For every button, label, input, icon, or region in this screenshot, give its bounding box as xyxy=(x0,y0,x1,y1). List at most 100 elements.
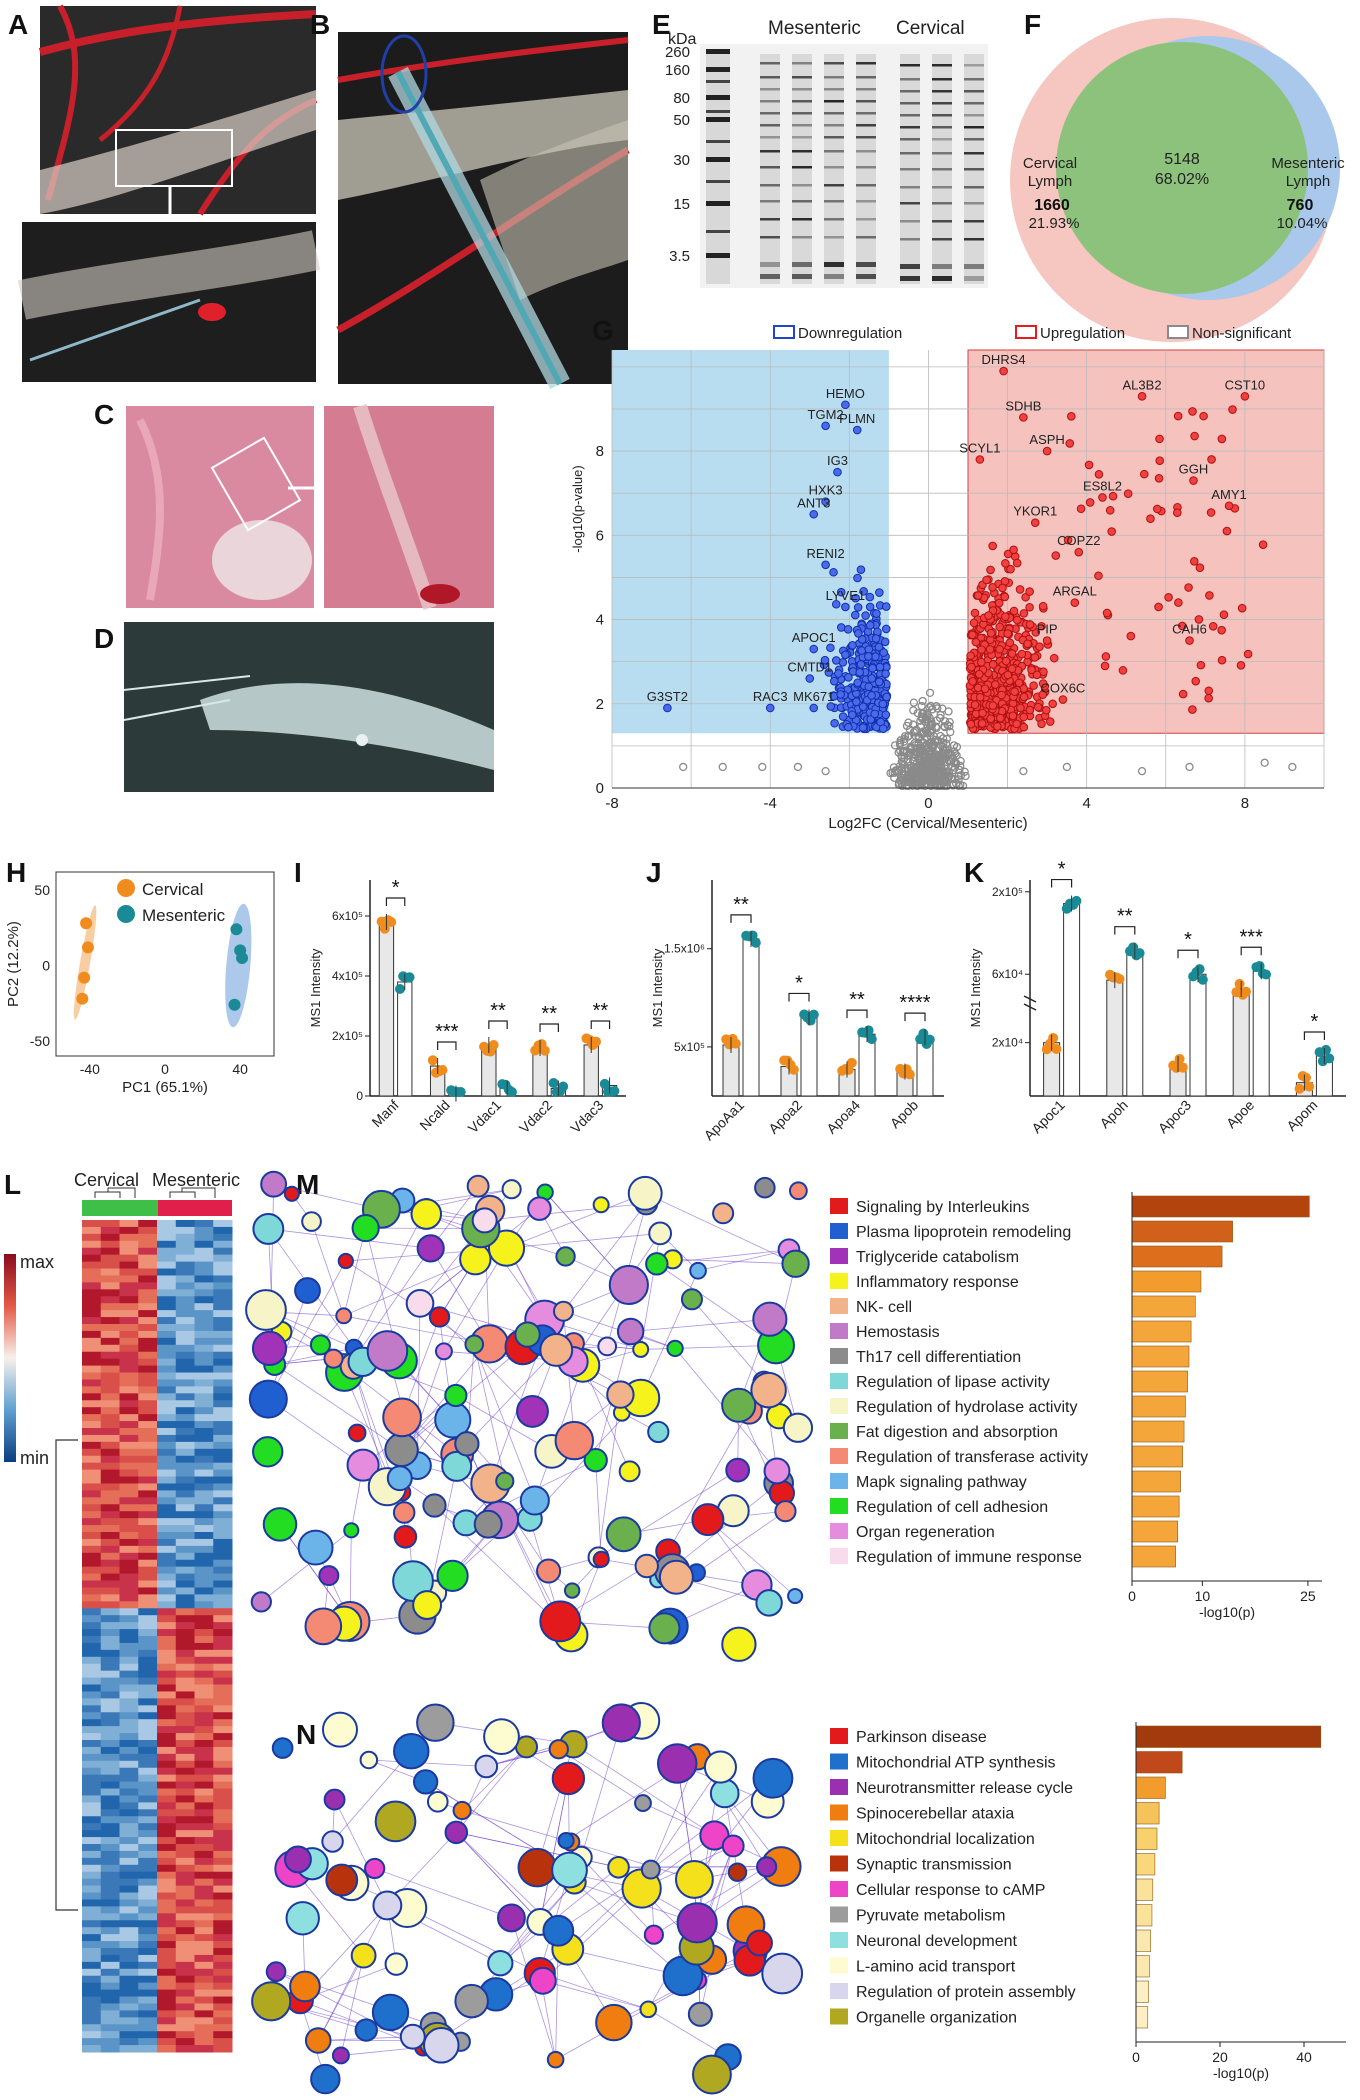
volcano-point-label: DHRS4 xyxy=(982,352,1026,367)
heatmap-cell xyxy=(82,1303,102,1311)
heatmap-cell xyxy=(175,1476,195,1484)
lymph-node-tissue xyxy=(200,683,494,770)
network-node xyxy=(423,2027,460,2064)
heatmap-cell xyxy=(157,1968,177,1977)
heatmap-cell xyxy=(100,1885,120,1894)
legend-swatch xyxy=(830,1423,848,1439)
heatmap-group-mesenteric: Mesenteric xyxy=(152,1170,240,1190)
heatmap-cell xyxy=(119,1941,139,1949)
heatmap-cell xyxy=(194,1310,214,1318)
heatmap-cell xyxy=(119,1899,139,1907)
volcano-point-down xyxy=(867,674,877,683)
network-node xyxy=(323,1348,344,1369)
volcano-point-up xyxy=(1155,456,1165,465)
heatmap-cell xyxy=(175,1941,195,1949)
heatmap-cell xyxy=(194,1712,214,1720)
heatmap-cell xyxy=(194,2010,214,2018)
significance-bracket xyxy=(385,897,406,906)
heatmap-cell xyxy=(213,1282,233,1290)
data-point xyxy=(455,1087,466,1097)
heatmap-cell xyxy=(213,2017,233,2025)
volcano-point-down xyxy=(857,646,867,655)
network-node xyxy=(727,1862,748,1882)
panel-label-g: G xyxy=(592,315,614,346)
blood-spot xyxy=(420,584,460,604)
heatmap-cell xyxy=(157,1601,177,1609)
heatmap-cell xyxy=(119,1871,139,1880)
bar-mesenteric xyxy=(1063,903,1081,1097)
heatmap-cell xyxy=(138,1587,158,1595)
heatmap-cell xyxy=(175,1989,195,1998)
volcano-point-labeled xyxy=(852,425,862,435)
gel-band xyxy=(900,238,920,241)
heatmap-cell xyxy=(138,1746,158,1755)
heatmap-cell xyxy=(175,1719,195,1727)
heatmap-cell xyxy=(157,1760,177,1769)
heatmap-cell xyxy=(138,1989,158,1998)
micropipette-core xyxy=(395,70,563,386)
heatmap-cell xyxy=(82,1726,102,1734)
volcano-point-label: IG3 xyxy=(827,453,848,468)
network-node xyxy=(548,1739,569,1760)
x-tick-label: 40 xyxy=(1296,2049,1312,2065)
bar-cervical xyxy=(378,921,395,1097)
network-node xyxy=(252,1212,285,1245)
y-tick-label: 8 xyxy=(596,443,604,460)
gel-band xyxy=(760,136,780,139)
volcano-point-up xyxy=(985,645,995,654)
heatmap-cell xyxy=(138,1781,158,1790)
gel-band xyxy=(792,274,812,279)
heatmap-cell xyxy=(82,1830,102,1838)
gel-band xyxy=(932,138,952,141)
heatmap-cell xyxy=(82,1559,102,1568)
heatmap-cell xyxy=(82,1691,102,1699)
heatmap-cell xyxy=(82,1296,102,1304)
gel-band xyxy=(964,238,984,241)
volcano-point-up xyxy=(1009,545,1018,555)
x-tick-label: 4 xyxy=(1082,795,1090,812)
heatmap-cell xyxy=(138,1552,158,1561)
volcano-point-ns xyxy=(1185,762,1194,772)
heatmap-cell xyxy=(82,1594,102,1602)
network-node xyxy=(428,1306,451,1328)
heatmap-cell xyxy=(213,1428,233,1436)
enrichment-bar xyxy=(1135,1827,1158,1850)
enrichment-bar xyxy=(1131,1445,1183,1468)
panel-label-m: M xyxy=(296,1169,319,1200)
volcano-point-up xyxy=(1013,615,1022,625)
gel-band xyxy=(932,114,952,117)
volcano-point-up xyxy=(966,719,976,729)
heatmap-cell xyxy=(175,1996,195,2004)
heatmap-cell xyxy=(213,1746,233,1755)
enrichment-bar-n: 0 20 40-log10(p) xyxy=(1132,1722,1346,2081)
gel-lane xyxy=(760,54,780,284)
volcano-point-up xyxy=(1014,678,1024,688)
volcano-point-down xyxy=(853,573,862,583)
heatmap-cell xyxy=(213,1324,233,1332)
heatmap-cell xyxy=(157,1622,177,1630)
data-point xyxy=(1294,1083,1305,1094)
heatmap-cell xyxy=(213,1795,233,1803)
gel-lane xyxy=(824,54,844,284)
gel-marker-label: 3.5 xyxy=(669,248,690,265)
network-node xyxy=(788,1181,808,1201)
heatmap-cell xyxy=(100,1795,120,1803)
heatmap-cell xyxy=(138,1490,158,1498)
data-point xyxy=(591,1036,602,1047)
heatmap-cell xyxy=(82,1934,102,1942)
legend-swatch xyxy=(830,1753,848,1770)
category-label: Manf xyxy=(368,1097,401,1130)
network-node xyxy=(310,2063,341,2095)
heatmap-cell xyxy=(157,1330,177,1339)
volcano-point-ns xyxy=(915,753,924,763)
network-m xyxy=(245,1170,814,1662)
heatmap-cell xyxy=(119,1622,139,1630)
heatmap-cell xyxy=(213,1885,233,1894)
network-node xyxy=(640,1859,661,1880)
heatmap-cell xyxy=(194,1469,214,1478)
heatmap-cell xyxy=(213,1864,233,1873)
volcano-point-labeled xyxy=(1058,695,1068,704)
heatmap-cell xyxy=(100,1511,120,1519)
gel-band xyxy=(932,264,952,269)
network-node xyxy=(709,1778,740,1809)
